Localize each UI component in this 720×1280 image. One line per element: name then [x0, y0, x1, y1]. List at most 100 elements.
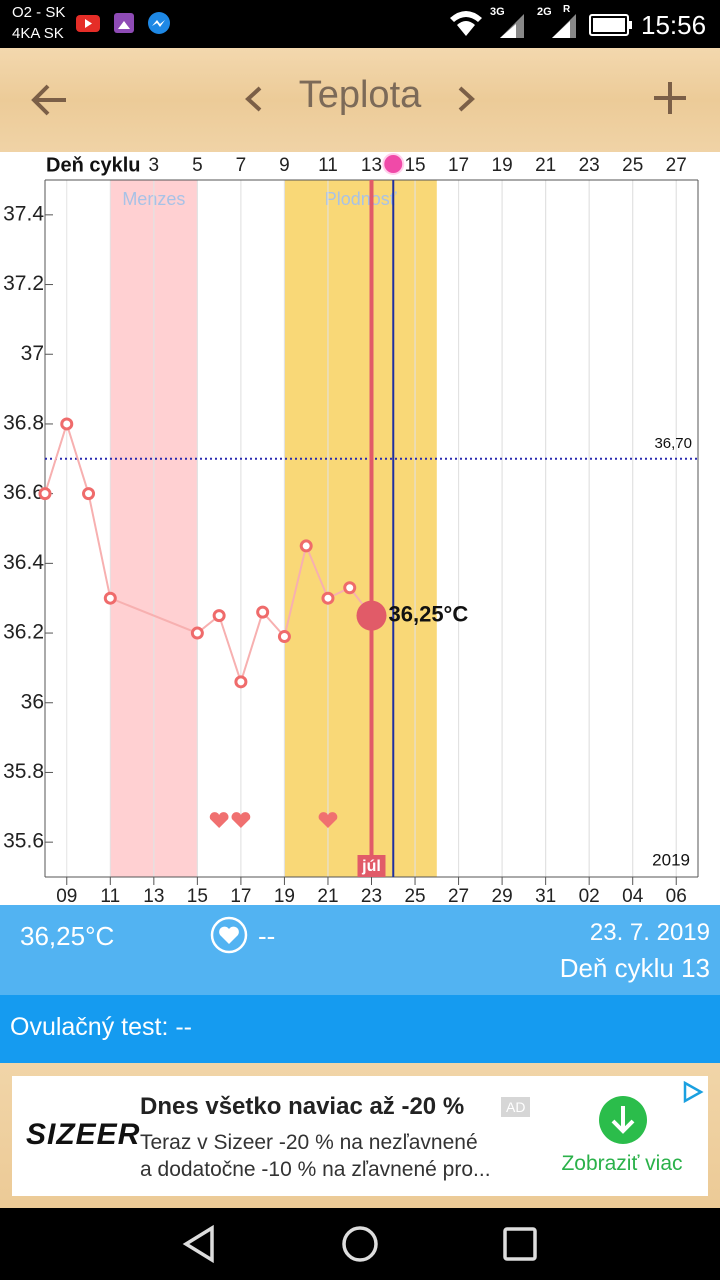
ad-brand: SIZEER [26, 1118, 141, 1151]
x2-tick-label: 11 [318, 155, 338, 176]
ad-body: Teraz v Sizeer -20 % na nezľavnené [140, 1131, 478, 1154]
cycle-day: Deň cyklu 13 [559, 953, 710, 983]
x-tick-label: 11 [100, 886, 120, 905]
temperature-point [103, 591, 117, 605]
y-tick-label: 37 [21, 342, 44, 365]
y-tick-label: 37.2 [3, 272, 44, 295]
x-tick-label: 29 [492, 886, 513, 905]
ovulation-test: Ovulačný test: -- [10, 1013, 192, 1041]
adchoices-icon[interactable] [680, 1080, 704, 1104]
app-bar: Teplota [0, 48, 720, 152]
x-tick-label: 09 [56, 886, 77, 905]
x2-tick-label: 5 [192, 155, 203, 176]
band-label: Plodnosť [325, 189, 397, 209]
x2-tick-label: 13 [361, 155, 382, 176]
month-label: júl [361, 858, 381, 875]
temperature-point [299, 539, 313, 553]
x-tick-label: 21 [317, 886, 338, 905]
temperature-point [82, 487, 96, 501]
y-tick-label: 36.8 [3, 411, 44, 434]
notification-icons [76, 12, 170, 34]
ad-banner[interactable]: SIZEER Dnes všetko naviac až -20 % AD Te… [12, 1076, 708, 1196]
ad-download-icon [599, 1096, 647, 1144]
x-tick-label: 19 [274, 886, 295, 905]
ad-body: a dodatočne -10 % na zľavnené pro... [140, 1158, 491, 1181]
selected-point [356, 600, 387, 631]
add-button[interactable] [650, 78, 690, 118]
x2-tick-label: 17 [448, 155, 469, 176]
carrier: 4KA SK [12, 25, 64, 42]
prev-button[interactable] [240, 82, 268, 116]
intercourse-value: -- [258, 921, 276, 951]
temperature-point [60, 417, 74, 431]
network-type: 3G [490, 6, 505, 18]
y-tick-label: 36.4 [3, 551, 44, 574]
temperature-value: 36,25°C [20, 921, 115, 951]
y-tick-label: 35.8 [3, 760, 44, 783]
ad-badge: AD [501, 1097, 531, 1117]
x-tick-label: 13 [143, 886, 164, 905]
y-tick-label: 36.6 [3, 481, 44, 504]
temperature-point [321, 591, 335, 605]
x-tick-label: 25 [404, 886, 425, 905]
ovulation-test-row[interactable]: Ovulačný test: -- [0, 995, 720, 1063]
day-info: 36,25°C -- 23. 7. 2019 Deň cyklu 13 [0, 905, 720, 995]
y-tick-label: 37.4 [3, 202, 44, 225]
reference-label: 36,70 [654, 435, 692, 452]
temperature-point [343, 581, 357, 595]
x2-tick-label: 23 [579, 155, 600, 176]
intercourse-heart [231, 812, 251, 828]
x-tick-label: 31 [535, 886, 556, 905]
selected-label: 36,25°C [389, 601, 469, 626]
intercourse-heart [209, 812, 229, 828]
system-icons [450, 11, 632, 38]
temperature-point [277, 630, 291, 644]
clock: 15:56 [641, 10, 707, 40]
x-tick-label: 23 [361, 886, 382, 905]
x2-tick-label: 19 [492, 155, 513, 176]
x-tick-label: 06 [666, 886, 687, 905]
x2-tick-label: 9 [279, 155, 290, 176]
x2-tick-label: 25 [622, 155, 643, 176]
y-tick-label: 36.2 [3, 621, 44, 644]
roaming: R [563, 4, 571, 15]
network-type: 2G [537, 6, 552, 18]
x2-tick-label: 3 [149, 155, 160, 176]
temperature-point [212, 609, 226, 623]
x2-tick-label: 7 [236, 155, 247, 176]
carrier: O2 - SK [12, 4, 66, 21]
y-tick-label: 36 [21, 690, 44, 713]
month-label-bg [357, 855, 386, 877]
y-tick-label: 35.6 [3, 830, 44, 853]
x2-tick-label: 27 [666, 155, 687, 176]
ad-headline: Dnes všetko naviac až -20 % [140, 1093, 465, 1120]
x-tick-label: 17 [230, 886, 251, 905]
x2-axis-title: Deň cyklu [46, 154, 140, 176]
x-tick-label: 15 [187, 886, 208, 905]
temperature-point [190, 626, 204, 640]
ad-area: SIZEER Dnes všetko naviac až -20 % AD Te… [0, 1063, 720, 1208]
nav-back[interactable] [180, 1224, 220, 1264]
navigation-bar [0, 1208, 720, 1280]
temperature-point [234, 675, 248, 689]
fertility-band [284, 180, 437, 877]
screen-title: Teplota [298, 74, 422, 116]
date: 23. 7. 2019 [589, 919, 710, 946]
x2-tick-label: 21 [535, 155, 556, 176]
x-tick-label: 04 [622, 886, 644, 905]
nav-recents[interactable] [500, 1224, 540, 1264]
x-tick-label: 27 [448, 886, 469, 905]
temperature-point [38, 487, 52, 501]
x2-tick-label: 15 [404, 155, 425, 176]
nav-home[interactable] [340, 1224, 380, 1264]
temperature-point [256, 605, 270, 619]
year-label: 2019 [652, 850, 690, 869]
next-button[interactable] [452, 82, 480, 116]
x-tick-label: 02 [579, 886, 600, 905]
back-button[interactable] [30, 80, 70, 120]
intercourse-icon[interactable] [210, 916, 250, 956]
ad-cta[interactable]: Zobraziť viac [561, 1152, 683, 1175]
ovulation-marker [382, 153, 405, 175]
